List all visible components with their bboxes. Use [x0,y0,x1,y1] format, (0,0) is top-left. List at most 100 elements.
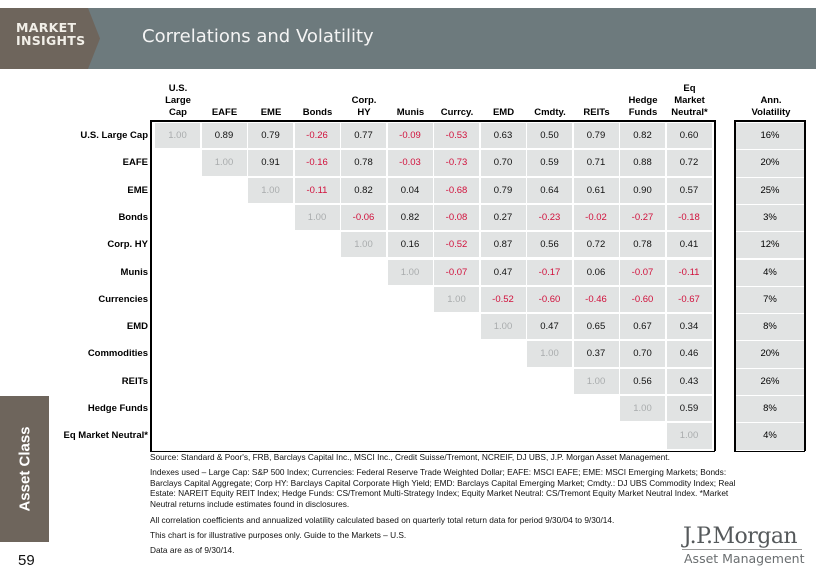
column-header-line: U.S. [168,83,188,94]
asset-class-label: Asset Class [16,426,34,512]
correlation-cell: -0.52 [434,232,479,258]
diagonal-cell: 1.00 [620,396,665,422]
column-header-line: Corp. [351,95,377,106]
correlation-cell: 0.16 [387,232,433,258]
row-header: Bonds [118,211,148,223]
volatility-cell: 25% [736,177,804,204]
diagonal-cell: 1.00 [341,232,386,258]
column-header-line: Hedge [628,95,658,106]
volatility-cell: 4% [736,259,804,286]
row-header: Hedge Funds [87,403,148,414]
column-header-line: Munis [396,107,425,118]
volatility-cell: 20% [736,341,804,368]
correlation-cell: 0.50 [527,123,572,149]
correlation-cell: 0.77 [341,123,386,149]
vol-left-border [734,120,736,451]
page-number: 59 [18,552,35,569]
correlation-cell: -0.23 [527,204,572,231]
correlation-cell: 0.79 [248,123,293,149]
volatility-cell: 12% [736,232,804,259]
illustrative-note: This chart is for illustrative purposes … [150,530,407,540]
correlation-cell: 0.47 [480,259,526,285]
calculation-note: All correlation coefficients and annuali… [150,515,615,525]
column-header-line: HY [357,107,371,118]
correlation-cell: 0.27 [480,204,526,231]
volatility-cell: 26% [736,368,804,395]
column-header-line: Neutral* [671,107,708,118]
column-header: EMD [481,107,527,119]
volatility-cell: 8% [736,314,804,341]
column-header: U.S. Large Cap [155,83,201,119]
diagonal-cell: 1.00 [387,259,433,285]
volatility-cell: 3% [736,204,804,232]
correlation-cell: 0.34 [666,314,712,340]
table-bottom-border [150,450,715,453]
diagonal-cell: 1.00 [294,204,340,231]
correlation-cell: -0.11 [294,177,340,203]
volatility-header-line: Volatility [751,107,791,118]
correlation-cell: -0.07 [620,259,665,285]
correlation-cell: 0.57 [666,177,712,203]
column-header: EME [248,107,294,119]
badge-line-2: INSIGHTS [16,33,86,48]
row-header: Currencies [98,293,148,305]
correlation-cell: -0.08 [434,204,479,231]
correlation-cell: 0.61 [573,177,619,203]
correlation-cell: -0.53 [434,123,479,149]
source-note: Source: Standard & Poor's, FRB, Barclays… [150,452,670,462]
correlation-cell: 0.79 [480,177,526,203]
correlation-cell: 0.82 [341,177,386,203]
column-header-line: Cmdty. [534,107,566,118]
diagonal-cell: 1.00 [248,177,293,203]
column-header: Cmdty. [527,107,573,119]
correlation-cell: 0.78 [341,150,386,176]
column-header: EAFE [202,107,248,119]
diagonal-cell: 1.00 [155,123,200,149]
column-header-line: Currcy. [440,107,474,118]
table-top-border [150,120,715,122]
volatility-cell: 7% [736,286,804,314]
volatility-header: Ann. Volatility [746,95,796,119]
table-left-border [150,120,152,451]
column-header: REITs [574,107,620,119]
correlation-cell: 0.78 [620,232,665,258]
correlation-cell: 0.67 [620,314,665,340]
column-header-line: Bonds [302,107,333,118]
diagonal-cell: 1.00 [527,341,572,367]
correlation-cell: -0.60 [527,286,572,313]
correlation-cell: -0.11 [666,259,712,285]
vol-bottom-border [734,450,805,453]
column-header: Currcy. [434,107,480,119]
column-header-line: REITs [583,107,610,118]
logo-divider [682,549,802,550]
row-header: EMD [126,321,148,333]
diagonal-cell: 1.00 [666,423,712,449]
correlation-cell: -0.60 [620,286,665,313]
column-header: Eq Market Neutral* [667,83,713,119]
row-header: Eq Market Neutral* [63,430,148,442]
correlation-cell: -0.06 [341,204,386,231]
as-of-note: Data are as of 9/30/14. [150,545,235,555]
column-header: Hedge Funds [620,95,666,119]
correlation-cell: 0.89 [201,123,247,149]
correlation-cell: -0.07 [434,259,479,285]
row-header: EME [127,184,148,196]
volatility-cell: 20% [736,150,804,177]
correlation-cell: 0.43 [666,368,712,394]
correlation-cell: -0.18 [666,204,712,231]
correlation-cell: 0.71 [573,150,619,176]
column-header-line: EME [260,107,282,118]
correlation-cell: -0.52 [480,286,526,313]
correlation-cell: -0.73 [434,150,479,176]
correlation-cell: -0.17 [527,259,572,285]
header-bar [0,8,816,69]
correlation-cell: -0.16 [294,150,340,176]
correlation-cell: 0.41 [666,232,712,258]
volatility-cell: 4% [736,423,804,450]
correlation-cell: 0.70 [620,341,665,367]
correlation-cell: -0.27 [620,204,665,231]
market-insights-badge [0,8,100,69]
correlation-cell: -0.26 [294,123,340,149]
correlation-cell: -0.09 [387,123,433,149]
correlation-cell: 0.60 [666,123,712,149]
